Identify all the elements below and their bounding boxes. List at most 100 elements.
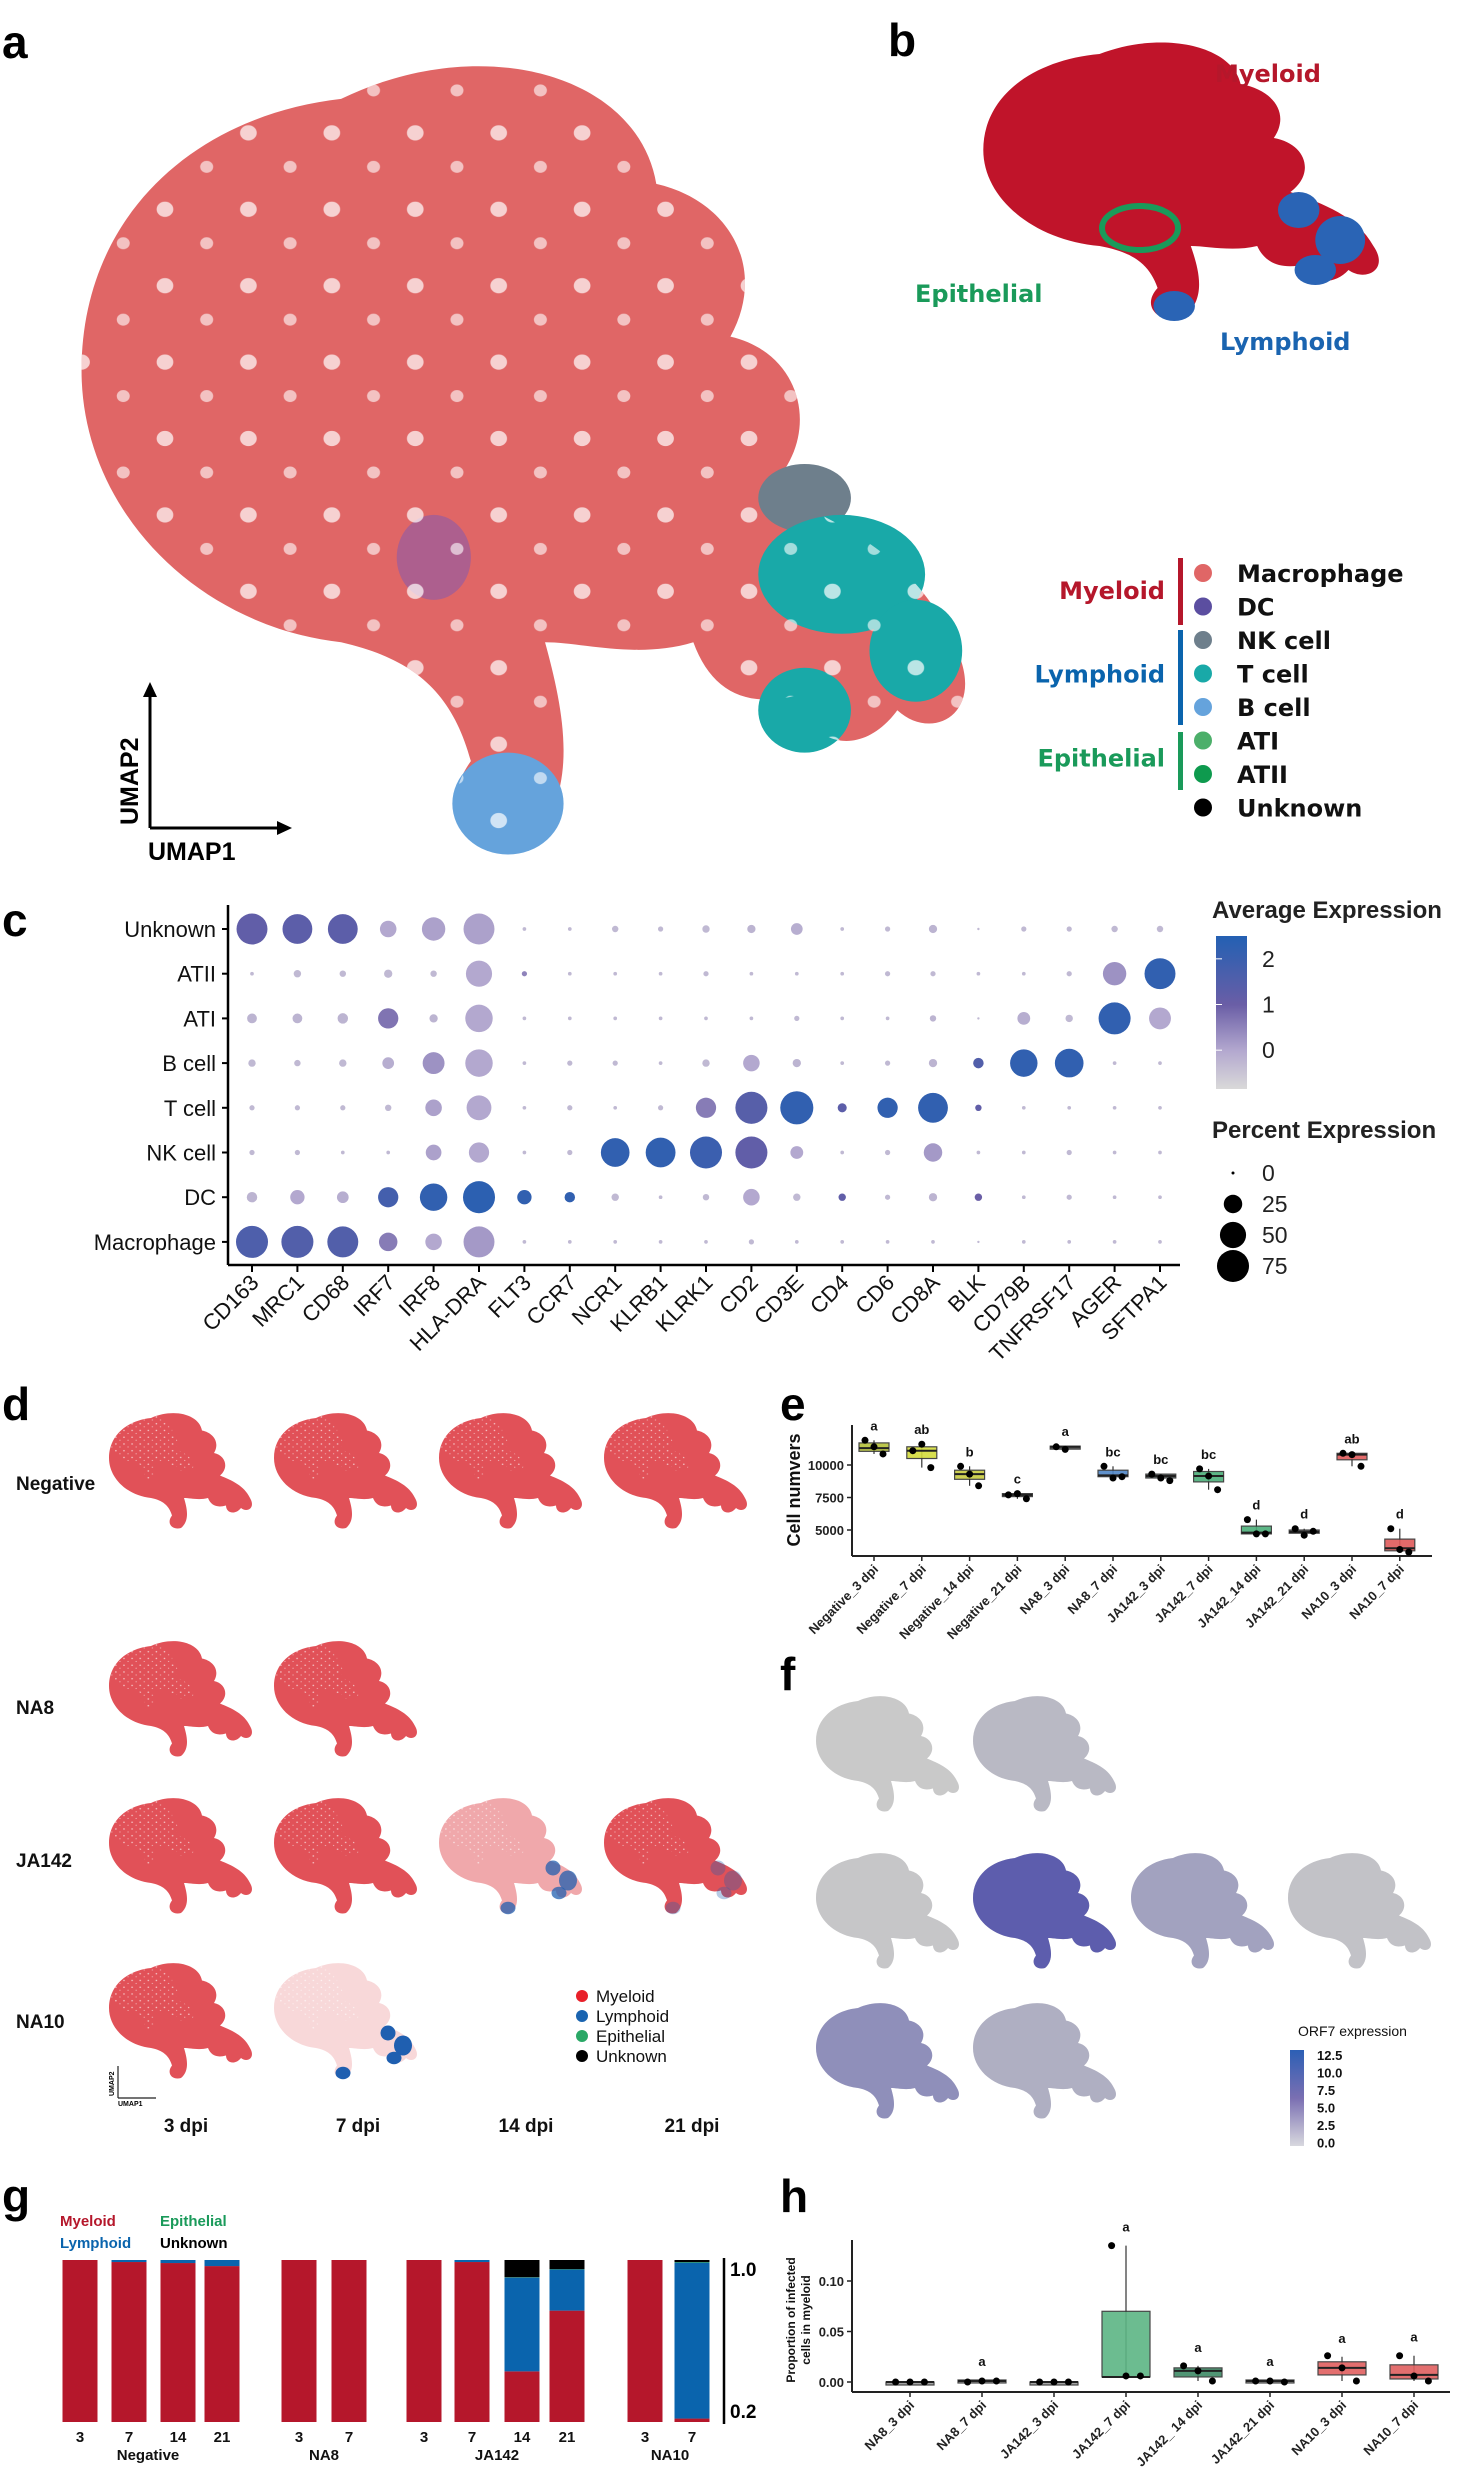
orf7-tick-label: 2.5 <box>1317 2118 1335 2133</box>
data-point <box>1352 2377 1360 2385</box>
dot <box>1098 1002 1131 1035</box>
significance-letter: b <box>966 1444 974 1459</box>
data-point <box>906 2378 914 2386</box>
panel-label-d: d <box>2 1378 30 1430</box>
orf7-expressing-cells <box>1288 1853 1431 1969</box>
stacked-bar-segment <box>674 2418 710 2422</box>
dot <box>1010 1049 1038 1077</box>
background-cells <box>816 1853 959 1969</box>
lymphoid-cells <box>386 2051 402 2065</box>
lymphoid-cells <box>394 2035 412 2056</box>
dot <box>748 1239 755 1245</box>
color-bar-tick-label: 0 <box>1262 1037 1275 1063</box>
dot <box>612 1060 618 1066</box>
dot <box>1054 1048 1084 1078</box>
stacked-bar-segment <box>549 2310 585 2422</box>
lymphoid-cells <box>380 2025 396 2041</box>
dot <box>840 1061 845 1065</box>
stacked-bar-segment <box>549 2269 585 2311</box>
x-tick-label: NA10_3 dpi <box>1288 2398 1349 2459</box>
panel-label-c: c <box>2 894 28 946</box>
dot <box>1021 1105 1026 1110</box>
background-cells <box>1288 1853 1431 1969</box>
significance-letter: a <box>978 2354 986 2369</box>
dot <box>840 971 845 976</box>
dot <box>840 927 845 931</box>
dot <box>695 1097 717 1118</box>
lymphoid-cells <box>716 1886 732 1900</box>
dot <box>702 1059 710 1067</box>
x-tick-label: CD163 <box>197 1270 263 1336</box>
umap2-label: UMAP2 <box>109 2071 116 2096</box>
dot <box>463 913 495 945</box>
column-label: 21 dpi <box>665 2116 720 2137</box>
dot <box>735 1091 768 1124</box>
bar-label: 3 <box>76 2429 84 2446</box>
dot <box>567 971 572 976</box>
umap-thumbnail <box>272 1796 417 1914</box>
panel-label-e: e <box>780 1378 806 1430</box>
lymphoid-cells <box>710 1860 726 1876</box>
group-label: JA142 <box>475 2447 519 2464</box>
y-tick-label: 0.10 <box>819 2274 844 2289</box>
dot <box>1158 1240 1162 1244</box>
orf7-umap-thumbnail <box>1131 1853 1274 1969</box>
row-label: JA142 <box>16 1851 72 1872</box>
y-tick-label: 0.2 <box>730 2402 756 2423</box>
stacked-bar-segment <box>454 2262 490 2422</box>
dot <box>382 1057 395 1069</box>
group-label: NA10 <box>651 2447 689 2464</box>
dot <box>336 1191 349 1204</box>
stacked-bar-segment <box>62 2260 98 2422</box>
stacked-bar-segment <box>281 2260 317 2422</box>
lymphoid-cluster <box>1294 255 1337 285</box>
x-tick-label: CD3E <box>749 1270 808 1329</box>
column-label: 3 dpi <box>164 2116 208 2137</box>
dot <box>704 1016 708 1021</box>
data-point <box>1291 1525 1299 1533</box>
stacked-bar-segment <box>504 2260 540 2278</box>
background-cells <box>973 1696 1116 1812</box>
data-point <box>1208 2377 1216 2385</box>
dot <box>1112 1195 1117 1200</box>
dot <box>430 970 437 977</box>
dot <box>339 1059 347 1067</box>
scatter-texture <box>437 1796 524 1866</box>
dot <box>1158 1061 1162 1065</box>
data-point <box>1252 1530 1260 1538</box>
data-point <box>1157 1474 1165 1482</box>
umap-thumbnail <box>437 1411 582 1529</box>
data-point <box>1424 2377 1432 2385</box>
legend-swatch <box>1194 731 1212 750</box>
dot <box>1156 925 1164 933</box>
data-point <box>1118 1473 1126 1481</box>
data-point <box>957 1462 965 1470</box>
data-point <box>1300 1531 1308 1539</box>
dot <box>462 1181 496 1214</box>
y-tick-label: 5000 <box>815 1523 844 1538</box>
dot <box>611 1193 619 1201</box>
data-point <box>1338 2364 1346 2372</box>
significance-letter: d <box>1396 1507 1404 1522</box>
legend-label: Lymphoid <box>596 2007 669 2026</box>
orf7-expressing-cells <box>973 2003 1116 2119</box>
dot <box>1067 1105 1072 1110</box>
data-point <box>1214 1486 1222 1494</box>
legend-swatch <box>1194 765 1212 783</box>
dot <box>425 1099 442 1117</box>
legend-swatch <box>576 1990 588 2002</box>
stacked-bar-segment <box>111 2262 147 2422</box>
data-point <box>1252 2377 1260 2385</box>
lymphoid-cells <box>551 1886 567 1900</box>
background-cells <box>973 2003 1116 2119</box>
dot <box>1066 971 1072 977</box>
dot <box>931 1240 935 1244</box>
stacked-bar-segment <box>674 2260 710 2263</box>
color-bar <box>1216 936 1247 1089</box>
y-tick-label: 0.05 <box>819 2325 844 2340</box>
legend-group-bar <box>1178 630 1183 725</box>
legend-item-label: Macrophage <box>1237 560 1404 588</box>
group-label: NA8 <box>309 2447 339 2464</box>
panel-label-h: h <box>780 2170 808 2222</box>
